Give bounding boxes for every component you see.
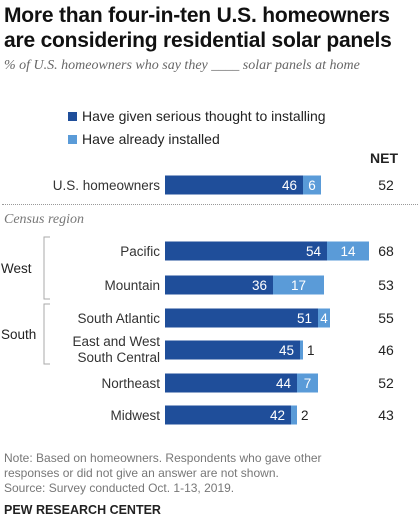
net-value: 52 [378, 375, 394, 391]
legend-item-already-installed: Have already installed [68, 131, 220, 147]
data-label-already-installed: 17 [291, 278, 306, 293]
category-label: East and West [72, 334, 160, 349]
data-label-serious-thought: 46 [282, 178, 297, 193]
bar-serious-thought [165, 175, 303, 195]
group-label: West [1, 261, 32, 276]
net-value: 52 [378, 177, 394, 193]
category-label: Mountain [104, 278, 160, 293]
data-label-serious-thought: 45 [279, 343, 294, 358]
data-label-already-installed: 14 [340, 244, 356, 259]
data-label-already-installed: 7 [304, 376, 312, 391]
data-label-serious-thought: 54 [306, 244, 322, 259]
bar-already-installed [291, 405, 297, 425]
bar-serious-thought [165, 275, 273, 295]
net-value: 46 [378, 342, 394, 358]
category-label: U.S. homeowners [53, 178, 161, 193]
bar-serious-thought [165, 308, 318, 328]
group-label: South [1, 327, 36, 342]
group-bracket [43, 236, 50, 300]
data-label-serious-thought: 42 [270, 408, 285, 423]
net-value: 55 [378, 310, 394, 326]
category-label: Pacific [120, 244, 160, 259]
bar-serious-thought [165, 405, 291, 425]
data-label-serious-thought: 51 [297, 311, 312, 326]
legend-item-serious-thought: Have given serious thought to installing [68, 108, 326, 124]
category-label: South Central [77, 350, 160, 365]
data-label-already-installed: 6 [308, 178, 316, 193]
net-column-header: NET [370, 150, 398, 166]
category-label: South Atlantic [77, 311, 160, 326]
legend-label: Have already installed [82, 131, 220, 147]
bar-already-installed [327, 241, 369, 261]
bar-serious-thought [165, 340, 300, 360]
chart-title: More than four-in-ten U.S. homeowners ar… [4, 4, 392, 52]
category-label: Northeast [101, 376, 160, 391]
net-value: 53 [378, 277, 394, 293]
category-label: Midwest [110, 408, 160, 423]
pew-research-center-logo: PEW RESEARCH CENTER [4, 503, 161, 517]
group-bracket [43, 303, 50, 365]
note-line: Note: Based on homeowners. Respondents w… [4, 451, 322, 465]
census-region-label: Census region [4, 212, 84, 227]
data-label-serious-thought: 36 [252, 278, 267, 293]
bar-already-installed [297, 373, 318, 393]
bar-already-installed [303, 175, 321, 195]
data-label-already-installed: 1 [307, 343, 315, 358]
source-line: Source: Survey conducted Oct. 1-13, 2019… [4, 481, 235, 495]
legend-label: Have given serious thought to installing [82, 108, 326, 124]
note-line: responses or did not give an answer are … [4, 466, 279, 480]
legend-swatch-light [68, 134, 77, 144]
bar-already-installed [273, 275, 324, 295]
data-label-already-installed: 4 [320, 311, 328, 326]
net-value: 43 [378, 407, 394, 423]
bar-serious-thought [165, 373, 297, 393]
bar-already-installed [318, 308, 330, 328]
chart-subtitle: % of U.S. homeowners who say they ____ s… [4, 58, 360, 73]
legend-swatch-dark [68, 111, 77, 121]
section-divider [2, 204, 418, 205]
data-label-serious-thought: 44 [276, 376, 292, 391]
bar-already-installed [300, 340, 303, 360]
net-value: 68 [378, 243, 394, 259]
data-label-already-installed: 2 [301, 408, 309, 423]
chart-note: Note: Based on homeowners. Respondents w… [4, 451, 414, 496]
bar-serious-thought [165, 241, 327, 261]
